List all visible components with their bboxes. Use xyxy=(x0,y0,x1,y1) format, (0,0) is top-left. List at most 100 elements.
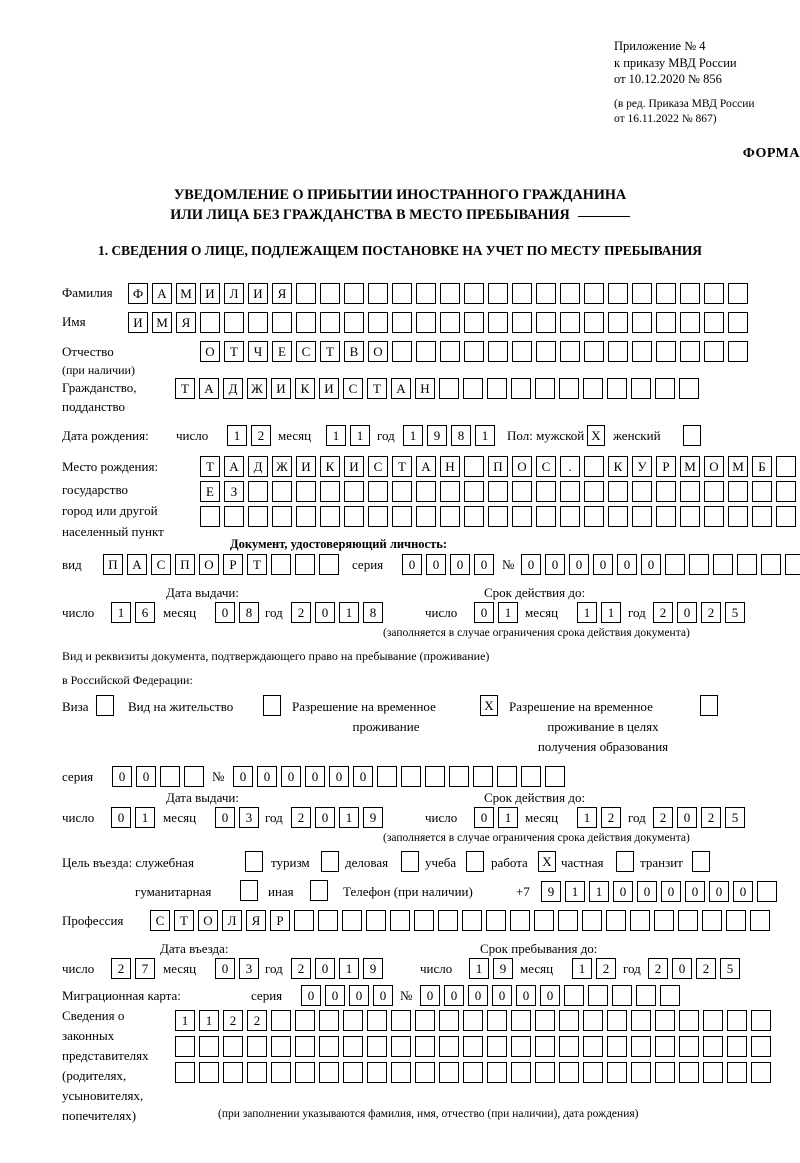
char-cell[interactable]: 2 xyxy=(653,602,673,623)
residence-permit-checkbox[interactable] xyxy=(263,695,281,716)
char-cell[interactable] xyxy=(584,481,604,502)
char-cell[interactable] xyxy=(632,481,652,502)
char-cell[interactable]: П xyxy=(175,554,195,575)
char-cell[interactable]: 1 xyxy=(227,425,247,446)
char-cell[interactable]: 2 xyxy=(223,1010,243,1031)
char-cell[interactable]: С xyxy=(296,341,316,362)
char-cell[interactable] xyxy=(416,283,436,304)
char-cell[interactable] xyxy=(727,1036,747,1057)
char-cell[interactable] xyxy=(607,1010,627,1031)
char-cell[interactable]: В xyxy=(344,341,364,362)
char-cell[interactable] xyxy=(248,506,268,527)
char-cell[interactable] xyxy=(464,341,484,362)
char-cell[interactable]: Т xyxy=(175,378,195,399)
char-cell[interactable]: Н xyxy=(415,378,435,399)
char-cell[interactable]: 1 xyxy=(572,958,592,979)
char-cell[interactable] xyxy=(319,554,339,575)
char-cell[interactable] xyxy=(512,506,532,527)
char-cell[interactable]: 1 xyxy=(565,881,585,902)
char-cell[interactable]: Я xyxy=(272,283,292,304)
char-cell[interactable] xyxy=(535,378,555,399)
char-cell[interactable]: 8 xyxy=(451,425,471,446)
char-cell[interactable] xyxy=(559,1036,579,1057)
char-cell[interactable] xyxy=(584,506,604,527)
char-cell[interactable] xyxy=(656,481,676,502)
char-cell[interactable] xyxy=(367,1010,387,1031)
purpose-other-checkbox[interactable] xyxy=(310,880,328,901)
char-cell[interactable]: 2 xyxy=(291,807,311,828)
char-cell[interactable] xyxy=(512,283,532,304)
char-cell[interactable]: 1 xyxy=(577,807,597,828)
char-cell[interactable] xyxy=(560,481,580,502)
char-cell[interactable]: И xyxy=(319,378,339,399)
char-cell[interactable] xyxy=(272,312,292,333)
char-cell[interactable] xyxy=(632,341,652,362)
char-cell[interactable] xyxy=(463,378,483,399)
char-cell[interactable] xyxy=(534,910,554,931)
char-cell[interactable]: 0 xyxy=(215,958,235,979)
sex-male-checkbox[interactable]: X xyxy=(587,425,605,446)
char-cell[interactable] xyxy=(175,1036,195,1057)
temp-residence-checkbox[interactable]: X xyxy=(480,695,498,716)
char-cell[interactable] xyxy=(545,766,565,787)
char-cell[interactable]: 1 xyxy=(111,602,131,623)
char-cell[interactable]: 0 xyxy=(281,766,301,787)
char-cell[interactable] xyxy=(367,1036,387,1057)
char-cell[interactable]: С xyxy=(150,910,170,931)
char-cell[interactable] xyxy=(511,1062,531,1083)
char-cell[interactable] xyxy=(679,378,699,399)
char-cell[interactable]: О xyxy=(200,341,220,362)
char-cell[interactable]: 2 xyxy=(648,958,668,979)
char-cell[interactable]: 0 xyxy=(613,881,633,902)
char-cell[interactable]: . xyxy=(560,456,580,477)
char-cell[interactable] xyxy=(391,1062,411,1083)
char-cell[interactable] xyxy=(632,283,652,304)
char-cell[interactable]: Ж xyxy=(247,378,267,399)
char-cell[interactable] xyxy=(464,456,484,477)
char-cell[interactable] xyxy=(449,766,469,787)
char-cell[interactable]: 5 xyxy=(725,807,745,828)
char-cell[interactable] xyxy=(224,312,244,333)
char-cell[interactable] xyxy=(704,481,724,502)
char-cell[interactable] xyxy=(488,506,508,527)
char-cell[interactable]: 0 xyxy=(677,807,697,828)
char-cell[interactable]: 0 xyxy=(474,807,494,828)
char-cell[interactable]: Д xyxy=(248,456,268,477)
char-cell[interactable]: А xyxy=(416,456,436,477)
char-cell[interactable] xyxy=(776,506,796,527)
char-cell[interactable]: 0 xyxy=(444,985,464,1006)
char-cell[interactable]: 5 xyxy=(725,602,745,623)
visa-checkbox[interactable] xyxy=(96,695,114,716)
char-cell[interactable] xyxy=(728,506,748,527)
char-cell[interactable] xyxy=(272,481,292,502)
char-cell[interactable] xyxy=(487,1036,507,1057)
char-cell[interactable]: И xyxy=(296,456,316,477)
char-cell[interactable] xyxy=(463,1010,483,1031)
char-cell[interactable]: 9 xyxy=(363,807,383,828)
char-cell[interactable]: 1 xyxy=(339,602,359,623)
char-cell[interactable]: О xyxy=(198,910,218,931)
char-cell[interactable]: 1 xyxy=(601,602,621,623)
char-cell[interactable]: 1 xyxy=(475,425,495,446)
char-cell[interactable] xyxy=(440,481,460,502)
char-cell[interactable]: 0 xyxy=(215,602,235,623)
char-cell[interactable]: С xyxy=(343,378,363,399)
char-cell[interactable]: Б xyxy=(752,456,772,477)
char-cell[interactable] xyxy=(656,506,676,527)
char-cell[interactable]: 0 xyxy=(373,985,393,1006)
char-cell[interactable] xyxy=(440,506,460,527)
char-cell[interactable]: 9 xyxy=(427,425,447,446)
char-cell[interactable] xyxy=(761,554,781,575)
char-cell[interactable] xyxy=(558,910,578,931)
char-cell[interactable] xyxy=(497,766,517,787)
